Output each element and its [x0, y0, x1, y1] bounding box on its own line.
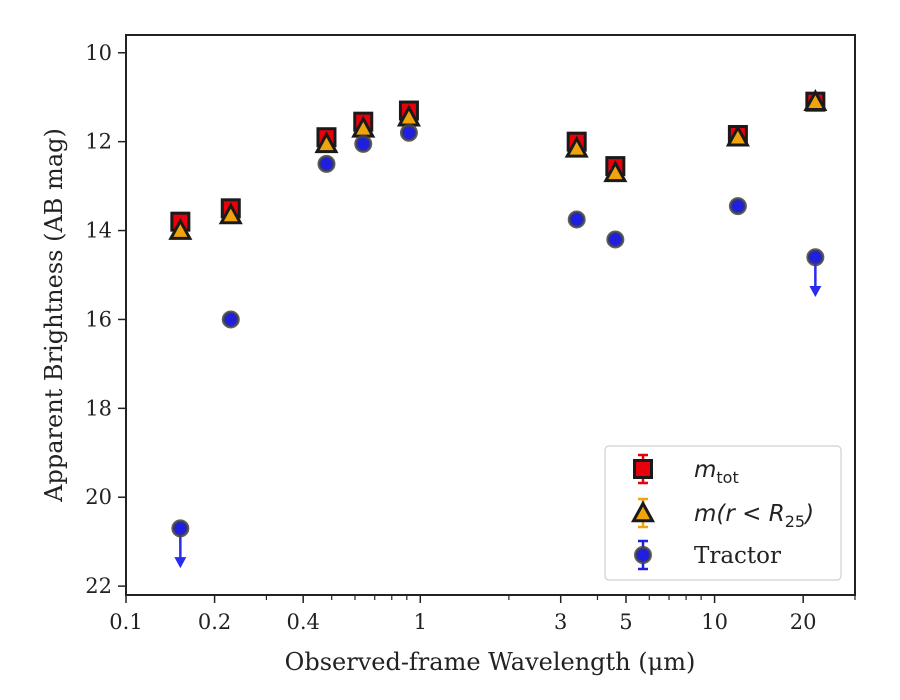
legend-marker: [630, 500, 656, 523]
x-tick-label: 20: [790, 610, 817, 634]
ticks-layer: 0.1 0.2 0.4 1 3 5 10 20 10 12 14 16 18 20 22: [85, 41, 856, 634]
legend-label-base: m: [694, 457, 716, 483]
legend-label: m(r < R25): [694, 501, 814, 531]
data-point: [803, 89, 828, 111]
data-point: [314, 131, 339, 154]
x-tick-label: 1: [414, 610, 427, 634]
x-axis-label: Observed-frame Wavelength (μm): [285, 648, 696, 676]
data-point: [221, 310, 240, 329]
y-tick-label: 18: [85, 396, 112, 420]
data-point: [728, 197, 747, 216]
data-point: [606, 230, 625, 249]
y-tick-label: 20: [85, 485, 112, 509]
legend-marker: [634, 546, 652, 564]
legend-entry: mtot: [633, 453, 739, 487]
plot-frame: [125, 34, 856, 596]
data-point: [806, 248, 825, 267]
data-point: [564, 135, 589, 158]
data-point: [725, 124, 750, 147]
y-tick-label: 12: [85, 130, 112, 154]
legend-entry: m(r < R25): [630, 497, 814, 531]
x-tick-label: 5: [619, 610, 632, 634]
series-circle: [171, 123, 825, 569]
data-point: [603, 160, 628, 183]
series-square: [170, 91, 826, 232]
legend-marker: [633, 459, 653, 479]
x-tick-label: 0.2: [198, 610, 231, 634]
data-point: [317, 154, 336, 173]
data-point: [567, 210, 586, 229]
data-point: [171, 519, 190, 538]
legend-label: Tractor: [694, 543, 781, 569]
x-tick-label: 3: [554, 610, 567, 634]
y-tick-label: 16: [85, 307, 112, 331]
marks-layer: [168, 89, 828, 569]
x-tick-label: 10: [701, 610, 728, 634]
legend-label-base: m(r < R: [694, 501, 785, 527]
legend-entry: Tractor: [634, 539, 781, 571]
legend-label: mtot: [694, 457, 739, 487]
y-tick-label: 14: [85, 219, 112, 243]
x-tick-label: 0.4: [286, 610, 319, 634]
data-point: [218, 202, 243, 225]
legend: mtot m(r < R25) Tractor: [604, 445, 842, 581]
legend-box: [604, 445, 842, 581]
data-point: [354, 134, 373, 153]
data-point: [399, 123, 418, 142]
x-tick-label: 0.1: [109, 610, 142, 634]
legend-label-sub: tot: [716, 468, 738, 487]
legend-label-suffix: ): [803, 501, 814, 527]
y-axis-label: Apparent Brightness (AB mag): [40, 128, 68, 503]
y-tick-label: 10: [85, 41, 112, 65]
legend-label-sub: 25: [785, 512, 805, 531]
y-tick-label: 22: [85, 574, 112, 598]
data-point: [168, 217, 193, 240]
series-triangle: [168, 89, 828, 240]
